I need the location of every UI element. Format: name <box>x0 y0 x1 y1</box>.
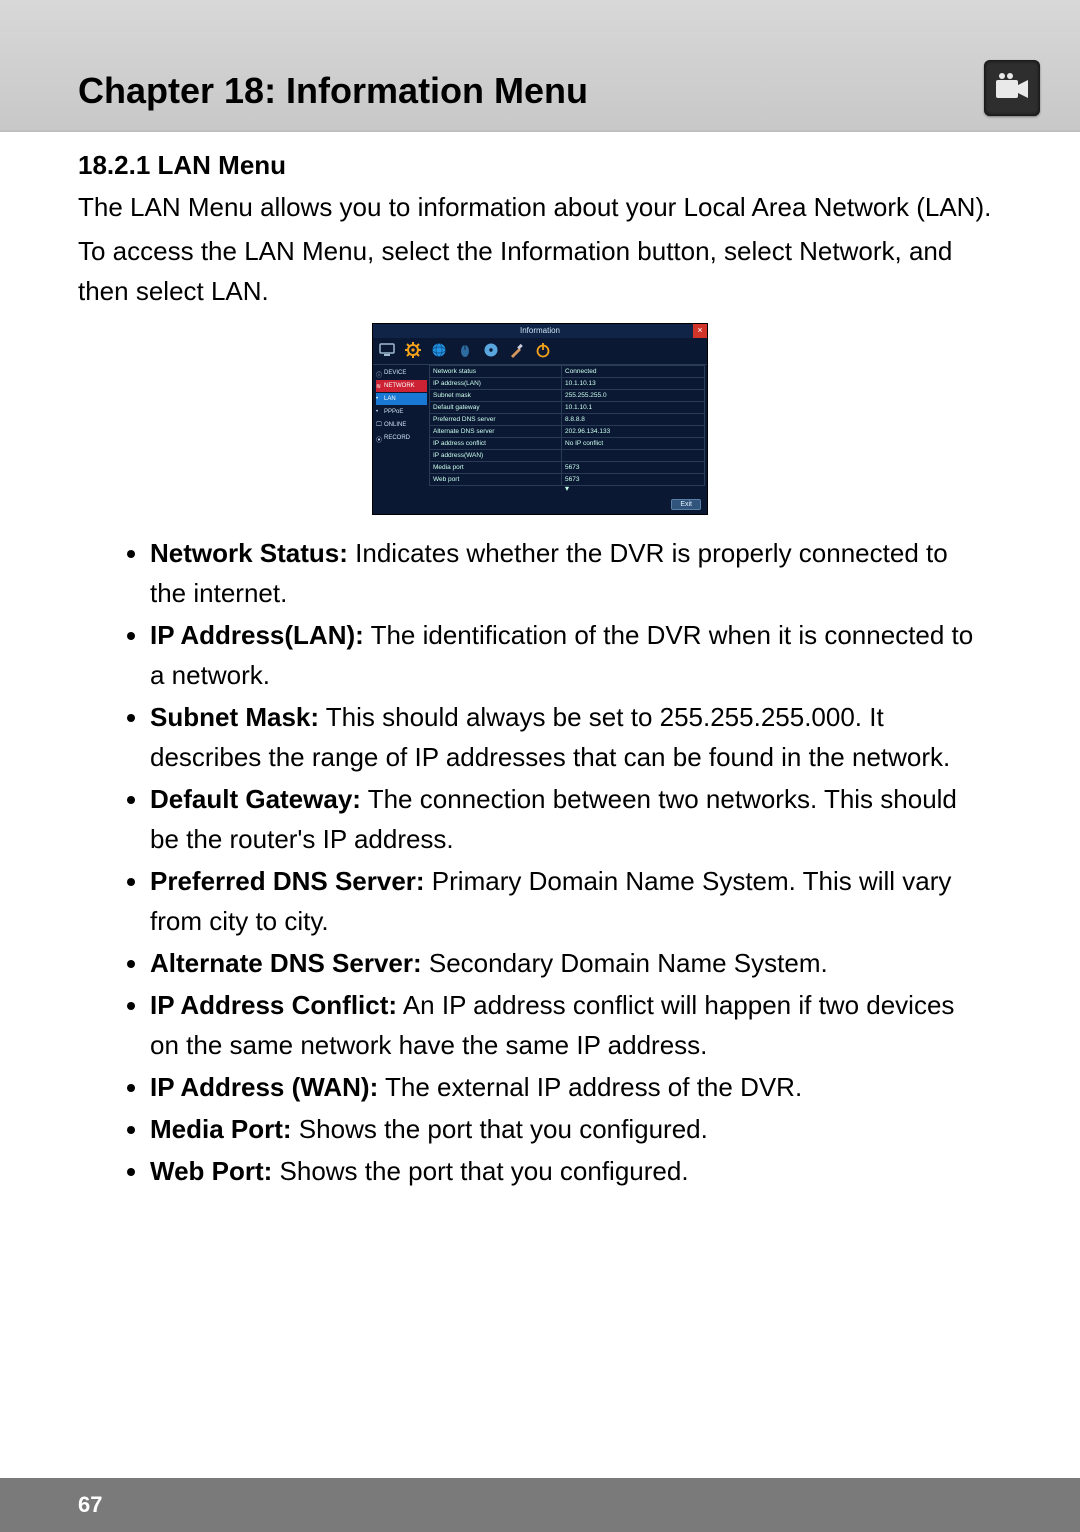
list-item: Default Gateway: The connection between … <box>150 779 982 859</box>
sidebar-item-online[interactable]: 🖵ONLINE <box>376 419 427 431</box>
bullet-label: IP Address Conflict: <box>150 990 397 1020</box>
info-toolbar <box>373 338 707 365</box>
intro-paragraph-1: The LAN Menu allows you to information a… <box>78 187 1002 227</box>
sidebar-item-network[interactable]: ≋NETWORK <box>376 380 427 392</box>
exit-button[interactable]: Exit <box>671 499 701 510</box>
monitor-icon[interactable] <box>377 340 397 360</box>
sidebar-item-label: NETWORK <box>384 383 415 389</box>
row-value: Connected <box>562 366 705 378</box>
list-item: Subnet Mask: This should always be set t… <box>150 697 982 777</box>
row-key: Subnet mask <box>430 390 562 402</box>
row-value: 202.96.134.133 <box>562 426 705 438</box>
sidebar-icon: 🖵 <box>376 422 382 428</box>
table-row: Network statusConnected <box>430 366 705 378</box>
bullet-label: IP Address(LAN): <box>150 620 364 650</box>
bullet-label: Web Port: <box>150 1156 272 1186</box>
bullet-label: Preferred DNS Server: <box>150 866 425 896</box>
down-arrow-icon[interactable]: ▾ <box>429 484 705 495</box>
sidebar-icon: ⦿ <box>376 435 382 441</box>
bullet-label: IP Address (WAN): <box>150 1072 378 1102</box>
row-value: 255.255.255.0 <box>562 390 705 402</box>
table-row: Media port5673 <box>430 462 705 474</box>
sidebar-item-label: DEVICE <box>384 370 406 376</box>
bullet-text: Shows the port that you configured. <box>292 1114 708 1144</box>
bullet-label: Default Gateway: <box>150 784 361 814</box>
bullet-text: Shows the port that you configured. <box>272 1156 688 1186</box>
table-row: Subnet mask255.255.255.0 <box>430 390 705 402</box>
bullet-text: The external IP address of the DVR. <box>378 1072 802 1102</box>
sidebar-item-label: LAN <box>384 396 396 402</box>
sidebar-item-label: ONLINE <box>384 422 406 428</box>
close-icon[interactable]: × <box>693 324 707 338</box>
row-value <box>562 450 705 462</box>
row-value: 8.8.8.8 <box>562 414 705 426</box>
bullet-text: Secondary Domain Name System. <box>422 948 828 978</box>
row-key: Preferred DNS server <box>430 414 562 426</box>
sidebar-item-pppoe[interactable]: •PPPoE <box>376 406 427 418</box>
content-area: 18.2.1 LAN Menu The LAN Menu allows you … <box>78 150 1002 1193</box>
page-number: 67 <box>78 1492 102 1518</box>
sidebar-icon: • <box>376 409 382 415</box>
info-window-titlebar: Information × <box>373 324 707 338</box>
disc-icon[interactable] <box>481 340 501 360</box>
lan-menu-screenshot: Information × <box>372 323 708 515</box>
list-item: Media Port: Shows the port that you conf… <box>150 1109 982 1149</box>
sidebar-item-label: RECORD <box>384 435 410 441</box>
sidebar-icon: ≋ <box>376 383 382 389</box>
document-page: Chapter 18: Information Menu 18.2.1 LAN … <box>0 0 1080 1532</box>
row-key: IP address(WAN) <box>430 450 562 462</box>
list-item: IP Address Conflict: An IP address confl… <box>150 985 982 1065</box>
row-key: Media port <box>430 462 562 474</box>
row-value: 10.1.10.13 <box>562 378 705 390</box>
list-item: Alternate DNS Server: Secondary Domain N… <box>150 943 982 983</box>
chapter-title: Chapter 18: Information Menu <box>78 70 1050 112</box>
intro-paragraph-2: To access the LAN Menu, select the Infor… <box>78 231 1002 311</box>
sidebar-item-record[interactable]: ⦿RECORD <box>376 432 427 444</box>
info-body: ⓘDEVICE≋NETWORK•LAN•PPPoE🖵ONLINE⦿RECORD … <box>373 365 707 495</box>
row-key: IP address(LAN) <box>430 378 562 390</box>
row-key: Alternate DNS server <box>430 426 562 438</box>
table-row: IP address(WAN) <box>430 450 705 462</box>
bullet-label: Network Status: <box>150 538 348 568</box>
info-window: Information × <box>372 323 708 515</box>
table-row: Default gateway10.1.10.1 <box>430 402 705 414</box>
row-value: 10.1.10.1 <box>562 402 705 414</box>
info-table: Network statusConnectedIP address(LAN)10… <box>429 365 707 495</box>
row-key: Default gateway <box>430 402 562 414</box>
page-footer: 67 <box>0 1478 1080 1532</box>
list-item: IP Address(LAN): The identification of t… <box>150 615 982 695</box>
row-value: 5673 <box>562 462 705 474</box>
gear-icon[interactable] <box>403 340 423 360</box>
bullet-label: Media Port: <box>150 1114 292 1144</box>
definition-list: Network Status: Indicates whether the DV… <box>150 533 1002 1191</box>
globe-icon[interactable] <box>429 340 449 360</box>
mouse-icon[interactable] <box>455 340 475 360</box>
camera-icon <box>984 60 1040 116</box>
table-row: Preferred DNS server8.8.8.8 <box>430 414 705 426</box>
bullet-label: Alternate DNS Server: <box>150 948 422 978</box>
sidebar-item-label: PPPoE <box>384 409 403 415</box>
section-heading: 18.2.1 LAN Menu <box>78 150 1002 181</box>
row-key: Network status <box>430 366 562 378</box>
sidebar-item-device[interactable]: ⓘDEVICE <box>376 367 427 379</box>
bullet-label: Subnet Mask: <box>150 702 319 732</box>
sidebar-item-lan[interactable]: •LAN <box>376 393 427 405</box>
sidebar-icon: ⓘ <box>376 370 382 376</box>
brush-icon[interactable] <box>507 340 527 360</box>
table-row: IP address conflictNo IP conflict <box>430 438 705 450</box>
row-value: No IP conflict <box>562 438 705 450</box>
list-item: IP Address (WAN): The external IP addres… <box>150 1067 982 1107</box>
list-item: Web Port: Shows the port that you config… <box>150 1151 982 1191</box>
info-footer: Exit <box>373 495 707 514</box>
table-row: IP address(LAN)10.1.10.13 <box>430 378 705 390</box>
info-window-title: Information <box>520 326 560 335</box>
list-item: Preferred DNS Server: Primary Domain Nam… <box>150 861 982 941</box>
table-row: Alternate DNS server202.96.134.133 <box>430 426 705 438</box>
row-key: IP address conflict <box>430 438 562 450</box>
sidebar-icon: • <box>376 396 382 402</box>
chapter-header: Chapter 18: Information Menu <box>0 0 1080 132</box>
info-sidebar: ⓘDEVICE≋NETWORK•LAN•PPPoE🖵ONLINE⦿RECORD <box>373 365 429 495</box>
list-item: Network Status: Indicates whether the DV… <box>150 533 982 613</box>
power-icon[interactable] <box>533 340 553 360</box>
